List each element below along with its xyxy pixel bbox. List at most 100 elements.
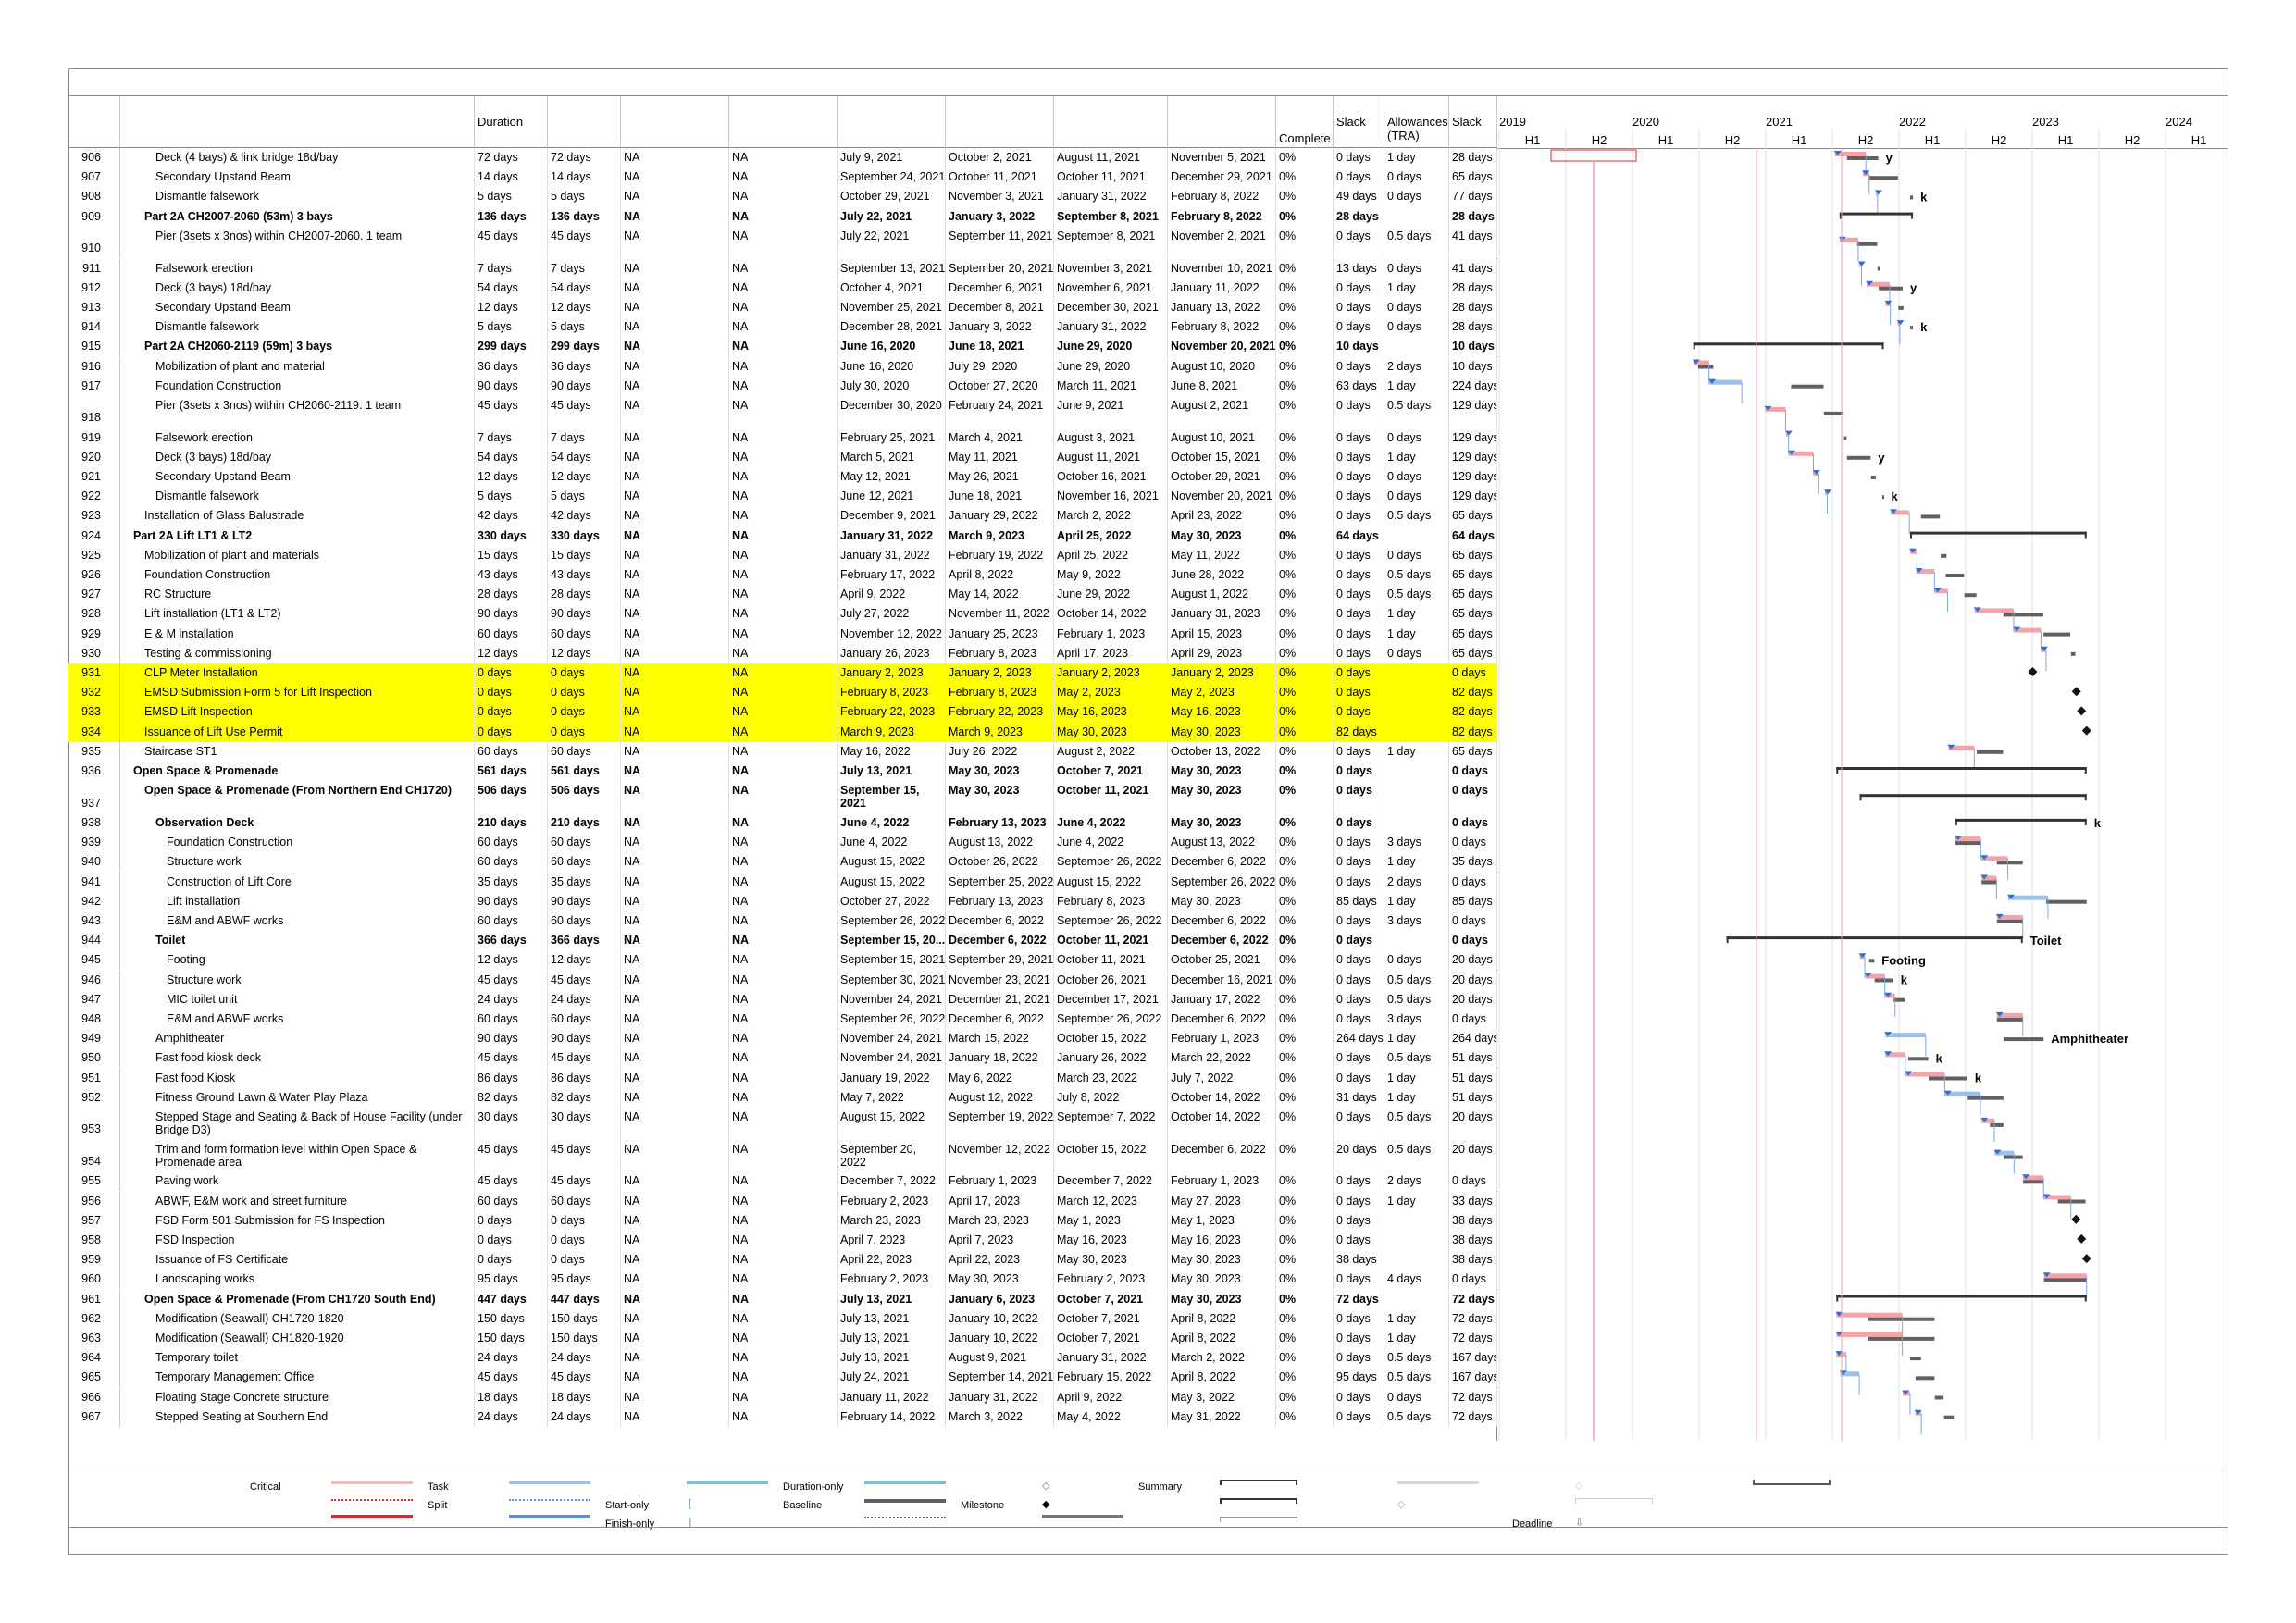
allowances-cell[interactable]: 2 days xyxy=(1384,872,1449,892)
duration-cell[interactable]: 45 days xyxy=(475,1171,548,1192)
date-4-cell[interactable]: January 11, 2022 xyxy=(1168,278,1276,298)
na-col-2-cell[interactable]: NA xyxy=(729,931,838,951)
date-3-cell[interactable]: October 15, 2022 xyxy=(1054,1029,1168,1049)
task-name-cell[interactable]: E&M and ABWF works xyxy=(120,911,475,932)
date-4-cell[interactable]: October 15, 2021 xyxy=(1168,447,1276,467)
percent-complete-cell[interactable]: 0% xyxy=(1276,683,1334,703)
date-2-cell[interactable]: April 22, 2023 xyxy=(946,1250,1054,1270)
duration-cell[interactable]: 12 days xyxy=(475,643,548,663)
na-col-2-cell[interactable]: NA xyxy=(729,722,838,742)
na-col-1-cell[interactable]: NA xyxy=(621,781,729,813)
slack-cell[interactable]: 0 days xyxy=(1334,1191,1384,1211)
slack-cell[interactable]: 49 days xyxy=(1334,187,1384,207)
slack-2-cell[interactable]: 10 days xyxy=(1449,337,1497,357)
date-4-cell[interactable]: November 2, 2021 xyxy=(1168,226,1276,259)
duration-2-cell[interactable]: 95 days xyxy=(548,1270,621,1290)
slack-cell[interactable]: 0 days xyxy=(1334,931,1384,951)
na-col-2-cell[interactable]: NA xyxy=(729,1087,838,1108)
percent-complete-cell[interactable]: 0% xyxy=(1276,1048,1334,1069)
duration-cell[interactable]: 60 days xyxy=(475,741,548,762)
slack-cell[interactable]: 20 days xyxy=(1334,1139,1384,1172)
na-col-1-cell[interactable]: NA xyxy=(621,297,729,318)
date-1-cell[interactable]: September 15, 2021 xyxy=(838,950,946,971)
date-3-cell[interactable]: December 17, 2021 xyxy=(1054,989,1168,1010)
date-1-cell[interactable]: January 26, 2023 xyxy=(838,643,946,663)
allowances-cell[interactable]: 0.5 days xyxy=(1384,506,1449,527)
date-1-cell[interactable]: October 27, 2022 xyxy=(838,891,946,911)
duration-cell[interactable]: 0 days xyxy=(475,702,548,723)
date-1-cell[interactable]: January 31, 2022 xyxy=(838,545,946,565)
duration-cell[interactable]: 15 days xyxy=(475,545,548,565)
task-name-cell[interactable]: Fast food Kiosk xyxy=(120,1068,475,1088)
date-3-cell[interactable]: October 11, 2021 xyxy=(1054,781,1168,813)
task-name-cell[interactable]: Dismantle falsework xyxy=(120,317,475,338)
percent-complete-cell[interactable]: 0% xyxy=(1276,376,1334,396)
na-col-1-cell[interactable]: NA xyxy=(621,683,729,703)
date-3-cell[interactable]: February 2, 2023 xyxy=(1054,1270,1168,1290)
slack-cell[interactable]: 0 days xyxy=(1334,781,1384,813)
date-4-cell[interactable]: June 8, 2021 xyxy=(1168,376,1276,396)
duration-2-cell[interactable]: 45 days xyxy=(548,970,621,990)
date-3-cell[interactable]: April 25, 2022 xyxy=(1054,526,1168,546)
duration-cell[interactable]: 0 days xyxy=(475,1250,548,1270)
date-1-cell[interactable]: July 13, 2021 xyxy=(838,1348,946,1369)
duration-2-cell[interactable]: 7 days xyxy=(548,427,621,448)
table-row[interactable]: 927 RC Structure 28 days 28 days NA NA April 9… xyxy=(68,585,1497,605)
duration-2-cell[interactable]: 210 days xyxy=(548,812,621,834)
slack-2-cell[interactable]: 64 days xyxy=(1449,526,1497,546)
slack-2-cell[interactable]: 38 days xyxy=(1449,1250,1497,1270)
date-2-cell[interactable]: May 30, 2023 xyxy=(946,1270,1054,1290)
date-3-cell[interactable]: January 31, 2022 xyxy=(1054,317,1168,338)
duration-cell[interactable]: 210 days xyxy=(475,812,548,834)
slack-2-cell[interactable]: 72 days xyxy=(1449,1289,1497,1309)
duration-2-cell[interactable]: 43 days xyxy=(548,565,621,586)
task-id-cell[interactable]: 913 xyxy=(68,297,120,318)
percent-complete-cell[interactable]: 0% xyxy=(1276,1139,1334,1172)
task-id-cell[interactable]: 925 xyxy=(68,545,120,565)
slack-2-cell[interactable]: 20 days xyxy=(1449,1107,1497,1140)
duration-cell[interactable]: 18 days xyxy=(475,1387,548,1407)
allowances-cell[interactable]: 0 days xyxy=(1384,258,1449,279)
slack-cell[interactable]: 31 days xyxy=(1334,1087,1384,1108)
date-2-cell[interactable]: October 11, 2021 xyxy=(946,167,1054,188)
slack-2-cell[interactable]: 129 days xyxy=(1449,395,1497,428)
date-4-cell[interactable]: October 14, 2022 xyxy=(1168,1107,1276,1140)
na-col-2-cell[interactable]: NA xyxy=(729,1387,838,1407)
date-1-cell[interactable]: January 11, 2022 xyxy=(838,1387,946,1407)
date-1-cell[interactable]: February 17, 2022 xyxy=(838,565,946,586)
task-name-cell[interactable]: FSD Inspection xyxy=(120,1230,475,1251)
task-name-cell[interactable]: Falsework erection xyxy=(120,258,475,279)
na-col-2-cell[interactable]: NA xyxy=(729,1406,838,1427)
task-id-cell[interactable]: 934 xyxy=(68,722,120,742)
date-3-cell[interactable]: October 11, 2021 xyxy=(1054,931,1168,951)
slack-2-cell[interactable]: 65 days xyxy=(1449,741,1497,762)
date-3-cell[interactable]: October 7, 2021 xyxy=(1054,1308,1168,1329)
duration-cell[interactable]: 45 days xyxy=(475,226,548,259)
allowances-cell[interactable]: 0 days xyxy=(1384,643,1449,663)
date-4-cell[interactable]: January 31, 2023 xyxy=(1168,604,1276,625)
na-col-2-cell[interactable]: NA xyxy=(729,950,838,971)
duration-2-cell[interactable]: 14 days xyxy=(548,167,621,188)
task-id-cell[interactable]: 912 xyxy=(68,278,120,298)
percent-complete-cell[interactable]: 0% xyxy=(1276,741,1334,762)
task-id-cell[interactable]: 915 xyxy=(68,337,120,357)
task-name-cell[interactable]: Part 2A CH2007-2060 (53m) 3 bays xyxy=(120,206,475,227)
task-id-cell[interactable]: 940 xyxy=(68,852,120,873)
allowances-cell[interactable] xyxy=(1384,781,1449,813)
table-row[interactable]: 914 Dismantle falsework 5 days 5 days NA NA De… xyxy=(68,317,1497,338)
date-2-cell[interactable]: January 2, 2023 xyxy=(946,663,1054,684)
date-4-cell[interactable]: November 20, 2021 xyxy=(1168,487,1276,507)
date-2-cell[interactable]: September 14, 2021 xyxy=(946,1368,1054,1388)
date-3-cell[interactable]: October 7, 2021 xyxy=(1054,1328,1168,1349)
task-id-cell[interactable]: 929 xyxy=(68,624,120,644)
date-1-cell[interactable]: July 24, 2021 xyxy=(838,1368,946,1388)
task-id-cell[interactable]: 930 xyxy=(68,643,120,663)
date-3-cell[interactable]: November 3, 2021 xyxy=(1054,258,1168,279)
date-2-cell[interactable]: August 9, 2021 xyxy=(946,1348,1054,1369)
date-3-cell[interactable]: August 2, 2022 xyxy=(1054,741,1168,762)
task-name-cell[interactable]: E & M installation xyxy=(120,624,475,644)
date-4-cell[interactable]: December 29, 2021 xyxy=(1168,167,1276,188)
task-id-cell[interactable]: 954 xyxy=(68,1139,120,1172)
slack-cell[interactable]: 72 days xyxy=(1334,1289,1384,1309)
date-4-cell[interactable]: March 2, 2022 xyxy=(1168,1348,1276,1369)
